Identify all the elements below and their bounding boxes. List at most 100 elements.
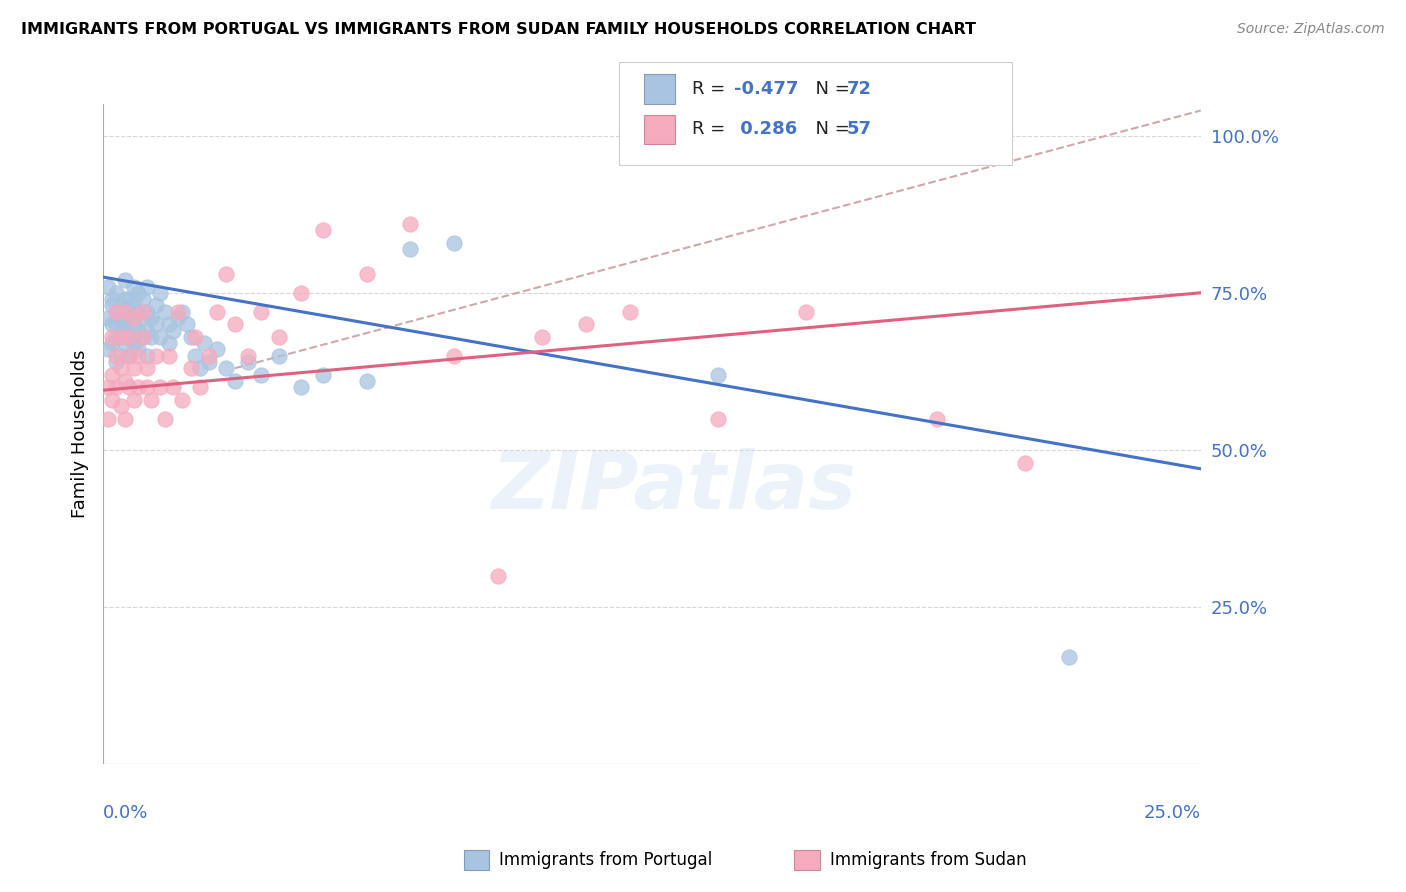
Point bbox=[127, 324, 149, 338]
Point bbox=[486, 568, 509, 582]
Point bbox=[110, 361, 132, 376]
Point bbox=[114, 304, 136, 318]
Point bbox=[197, 355, 219, 369]
Point bbox=[153, 304, 176, 318]
Point bbox=[114, 304, 136, 318]
Point bbox=[131, 304, 153, 318]
Text: -0.477: -0.477 bbox=[734, 80, 799, 98]
Point bbox=[127, 349, 149, 363]
Point bbox=[131, 292, 153, 306]
Point bbox=[118, 292, 141, 306]
Point bbox=[110, 310, 132, 325]
Y-axis label: Family Households: Family Households bbox=[72, 350, 89, 518]
Point bbox=[96, 310, 118, 325]
Point bbox=[114, 273, 136, 287]
Point bbox=[127, 304, 149, 318]
Point bbox=[101, 368, 124, 382]
Point bbox=[110, 298, 132, 312]
Point bbox=[707, 368, 730, 382]
Point bbox=[250, 304, 273, 318]
Point bbox=[399, 217, 422, 231]
Point bbox=[356, 374, 378, 388]
Text: Source: ZipAtlas.com: Source: ZipAtlas.com bbox=[1237, 22, 1385, 37]
Text: R =: R = bbox=[692, 80, 731, 98]
Point bbox=[122, 298, 145, 312]
Point bbox=[105, 380, 128, 394]
Point bbox=[105, 285, 128, 300]
Point bbox=[122, 317, 145, 331]
Point bbox=[105, 349, 128, 363]
Point bbox=[172, 392, 194, 407]
Text: 0.286: 0.286 bbox=[734, 120, 797, 138]
Point bbox=[207, 343, 229, 357]
Point bbox=[207, 304, 229, 318]
Point bbox=[101, 392, 124, 407]
Point bbox=[131, 330, 153, 344]
Point bbox=[180, 361, 202, 376]
Point bbox=[122, 279, 145, 293]
Point bbox=[141, 310, 163, 325]
Point bbox=[145, 298, 167, 312]
Point bbox=[136, 349, 159, 363]
Point bbox=[136, 380, 159, 394]
Point bbox=[153, 411, 176, 425]
Point bbox=[149, 330, 172, 344]
Point bbox=[267, 330, 290, 344]
Point bbox=[224, 374, 246, 388]
Point bbox=[157, 349, 180, 363]
Point bbox=[101, 336, 124, 351]
Point bbox=[127, 380, 149, 394]
Point bbox=[267, 349, 290, 363]
Point bbox=[188, 380, 211, 394]
Point bbox=[184, 349, 207, 363]
Point bbox=[118, 380, 141, 394]
Text: N =: N = bbox=[804, 80, 856, 98]
Point bbox=[110, 349, 132, 363]
Point bbox=[96, 343, 118, 357]
Point bbox=[114, 336, 136, 351]
Point bbox=[224, 317, 246, 331]
Point bbox=[172, 304, 194, 318]
Point bbox=[118, 349, 141, 363]
Point bbox=[575, 317, 598, 331]
Point bbox=[114, 317, 136, 331]
Point bbox=[131, 330, 153, 344]
Text: Immigrants from Sudan: Immigrants from Sudan bbox=[830, 851, 1026, 869]
Point bbox=[105, 317, 128, 331]
Point bbox=[141, 330, 163, 344]
Point bbox=[110, 399, 132, 413]
Point bbox=[96, 279, 118, 293]
Point bbox=[127, 285, 149, 300]
Point bbox=[399, 242, 422, 256]
Point bbox=[136, 304, 159, 318]
Point bbox=[118, 310, 141, 325]
Point bbox=[215, 267, 238, 281]
Point bbox=[105, 304, 128, 318]
Text: 0.0%: 0.0% bbox=[103, 804, 149, 822]
Point bbox=[101, 292, 124, 306]
Point bbox=[356, 267, 378, 281]
Point bbox=[149, 285, 172, 300]
Point bbox=[193, 336, 215, 351]
Point bbox=[122, 392, 145, 407]
Point bbox=[157, 317, 180, 331]
Point bbox=[145, 317, 167, 331]
Text: 25.0%: 25.0% bbox=[1143, 804, 1201, 822]
Text: Immigrants from Portugal: Immigrants from Portugal bbox=[499, 851, 713, 869]
Point bbox=[707, 411, 730, 425]
Point bbox=[236, 349, 259, 363]
Point bbox=[105, 355, 128, 369]
Point bbox=[110, 330, 132, 344]
Point bbox=[127, 343, 149, 357]
Point bbox=[118, 330, 141, 344]
Point bbox=[794, 304, 817, 318]
Point bbox=[162, 324, 184, 338]
Point bbox=[141, 392, 163, 407]
Point bbox=[118, 349, 141, 363]
Point bbox=[290, 380, 312, 394]
Point bbox=[162, 380, 184, 394]
Point bbox=[149, 380, 172, 394]
Point bbox=[145, 349, 167, 363]
Point bbox=[176, 317, 198, 331]
Point bbox=[96, 380, 118, 394]
